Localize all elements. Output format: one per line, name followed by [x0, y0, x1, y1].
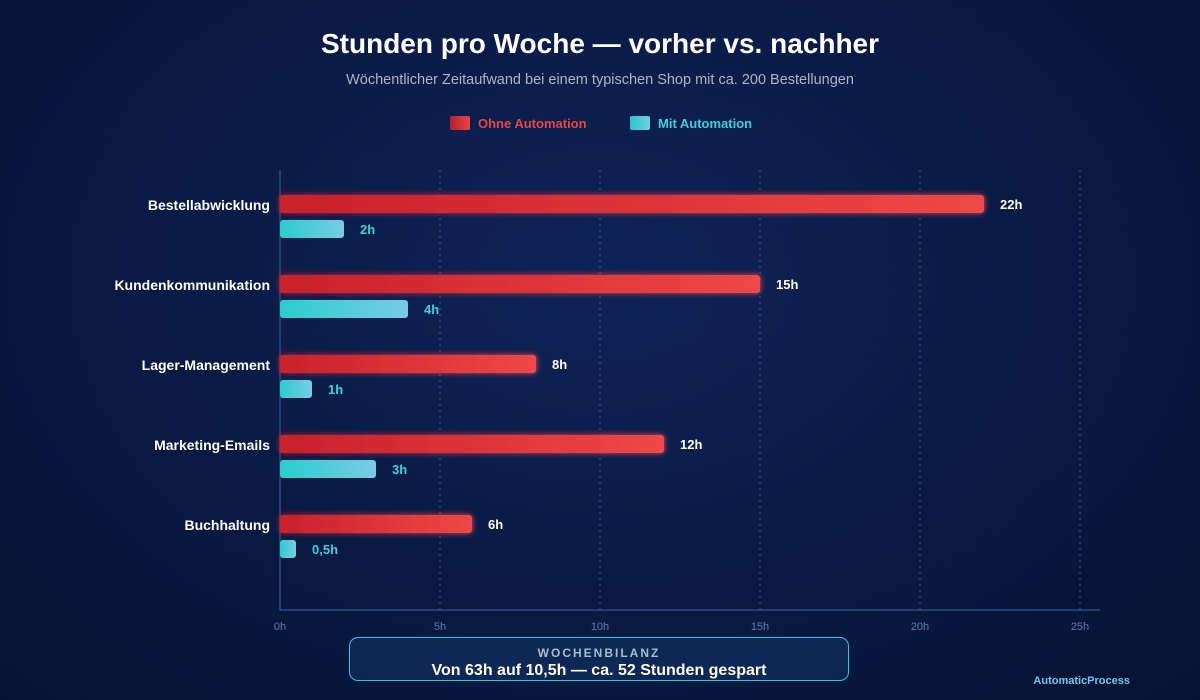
data-label: 12h: [680, 437, 702, 452]
summary-text: Von 63h auf 10,5h — ca. 52 Stunden gespa…: [431, 662, 767, 679]
x-tick-label: 10h: [591, 621, 609, 633]
x-tick-label: 5h: [434, 621, 446, 633]
category-label: Bestellabwicklung: [148, 197, 270, 213]
legend-swatch-red: [450, 116, 470, 130]
summary-label: WOCHENBILANZ: [537, 646, 661, 660]
bar-ohne-automation: [280, 435, 664, 453]
legend-swatch-cyan: [630, 116, 650, 130]
x-tick-label: 20h: [911, 621, 929, 633]
data-label: 15h: [776, 277, 798, 292]
x-tick-label: 0h: [274, 621, 286, 633]
legend-item-ohne-automation: Ohne Automation: [450, 115, 587, 131]
legend-label: Mit Automation: [658, 115, 753, 131]
data-label: 3h: [392, 462, 407, 477]
data-label: 2h: [360, 222, 375, 237]
bar-mit-automation: [280, 540, 296, 558]
brand-logo-text: AutomaticProcess: [1033, 675, 1130, 687]
x-tick-label: 15h: [751, 621, 769, 633]
data-label: 4h: [424, 302, 439, 317]
data-label: 8h: [552, 357, 567, 372]
data-label: 6h: [488, 517, 503, 532]
category-label: Lager-Management: [142, 357, 271, 373]
bar-ohne-automation: [280, 515, 472, 533]
data-label: 22h: [1000, 197, 1022, 212]
bar-mit-automation: [280, 300, 408, 318]
bar-ohne-automation: [280, 195, 984, 213]
category-label: Kundenkommunikation: [114, 277, 270, 293]
bar-ohne-automation: [280, 355, 536, 373]
chart-subtitle: Wöchentlicher Zeitaufwand bei einem typi…: [346, 72, 854, 88]
category-label: Buchhaltung: [184, 517, 270, 533]
legend-item-mit-automation: Mit Automation: [630, 115, 752, 131]
chart-title: Stunden pro Woche — vorher vs. nachher: [320, 28, 880, 59]
summary-box: WOCHENBILANZ Von 63h auf 10,5h — ca. 52 …: [349, 637, 849, 681]
category-label: Marketing-Emails: [154, 437, 270, 453]
bar-mit-automation: [280, 220, 344, 238]
legend-label: Ohne Automation: [478, 115, 587, 131]
bar-mit-automation: [280, 380, 312, 398]
data-label: 0,5h: [312, 542, 338, 557]
data-label: 1h: [328, 382, 343, 397]
bar-mit-automation: [280, 460, 376, 478]
x-tick-label: 25h: [1071, 621, 1089, 633]
bar-ohne-automation: [280, 275, 760, 293]
